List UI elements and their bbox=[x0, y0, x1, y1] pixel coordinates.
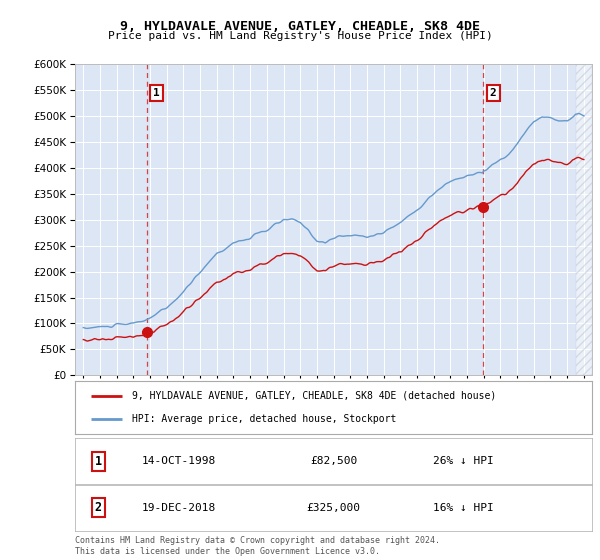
Text: 1: 1 bbox=[153, 88, 160, 98]
Text: 9, HYLDAVALE AVENUE, GATLEY, CHEADLE, SK8 4DE (detached house): 9, HYLDAVALE AVENUE, GATLEY, CHEADLE, SK… bbox=[132, 391, 496, 401]
Text: 26% ↓ HPI: 26% ↓ HPI bbox=[433, 456, 493, 466]
Text: £325,000: £325,000 bbox=[307, 503, 361, 513]
Text: £82,500: £82,500 bbox=[310, 456, 357, 466]
Text: 2: 2 bbox=[490, 88, 497, 98]
Text: 1: 1 bbox=[95, 455, 102, 468]
Text: 9, HYLDAVALE AVENUE, GATLEY, CHEADLE, SK8 4DE: 9, HYLDAVALE AVENUE, GATLEY, CHEADLE, SK… bbox=[120, 20, 480, 32]
Text: 2: 2 bbox=[95, 501, 102, 515]
Text: 14-OCT-1998: 14-OCT-1998 bbox=[142, 456, 215, 466]
Text: 16% ↓ HPI: 16% ↓ HPI bbox=[433, 503, 493, 513]
Text: Price paid vs. HM Land Registry's House Price Index (HPI): Price paid vs. HM Land Registry's House … bbox=[107, 31, 493, 41]
Text: 19-DEC-2018: 19-DEC-2018 bbox=[142, 503, 215, 513]
Text: HPI: Average price, detached house, Stockport: HPI: Average price, detached house, Stoc… bbox=[132, 414, 396, 424]
Text: Contains HM Land Registry data © Crown copyright and database right 2024.
This d: Contains HM Land Registry data © Crown c… bbox=[75, 536, 440, 556]
